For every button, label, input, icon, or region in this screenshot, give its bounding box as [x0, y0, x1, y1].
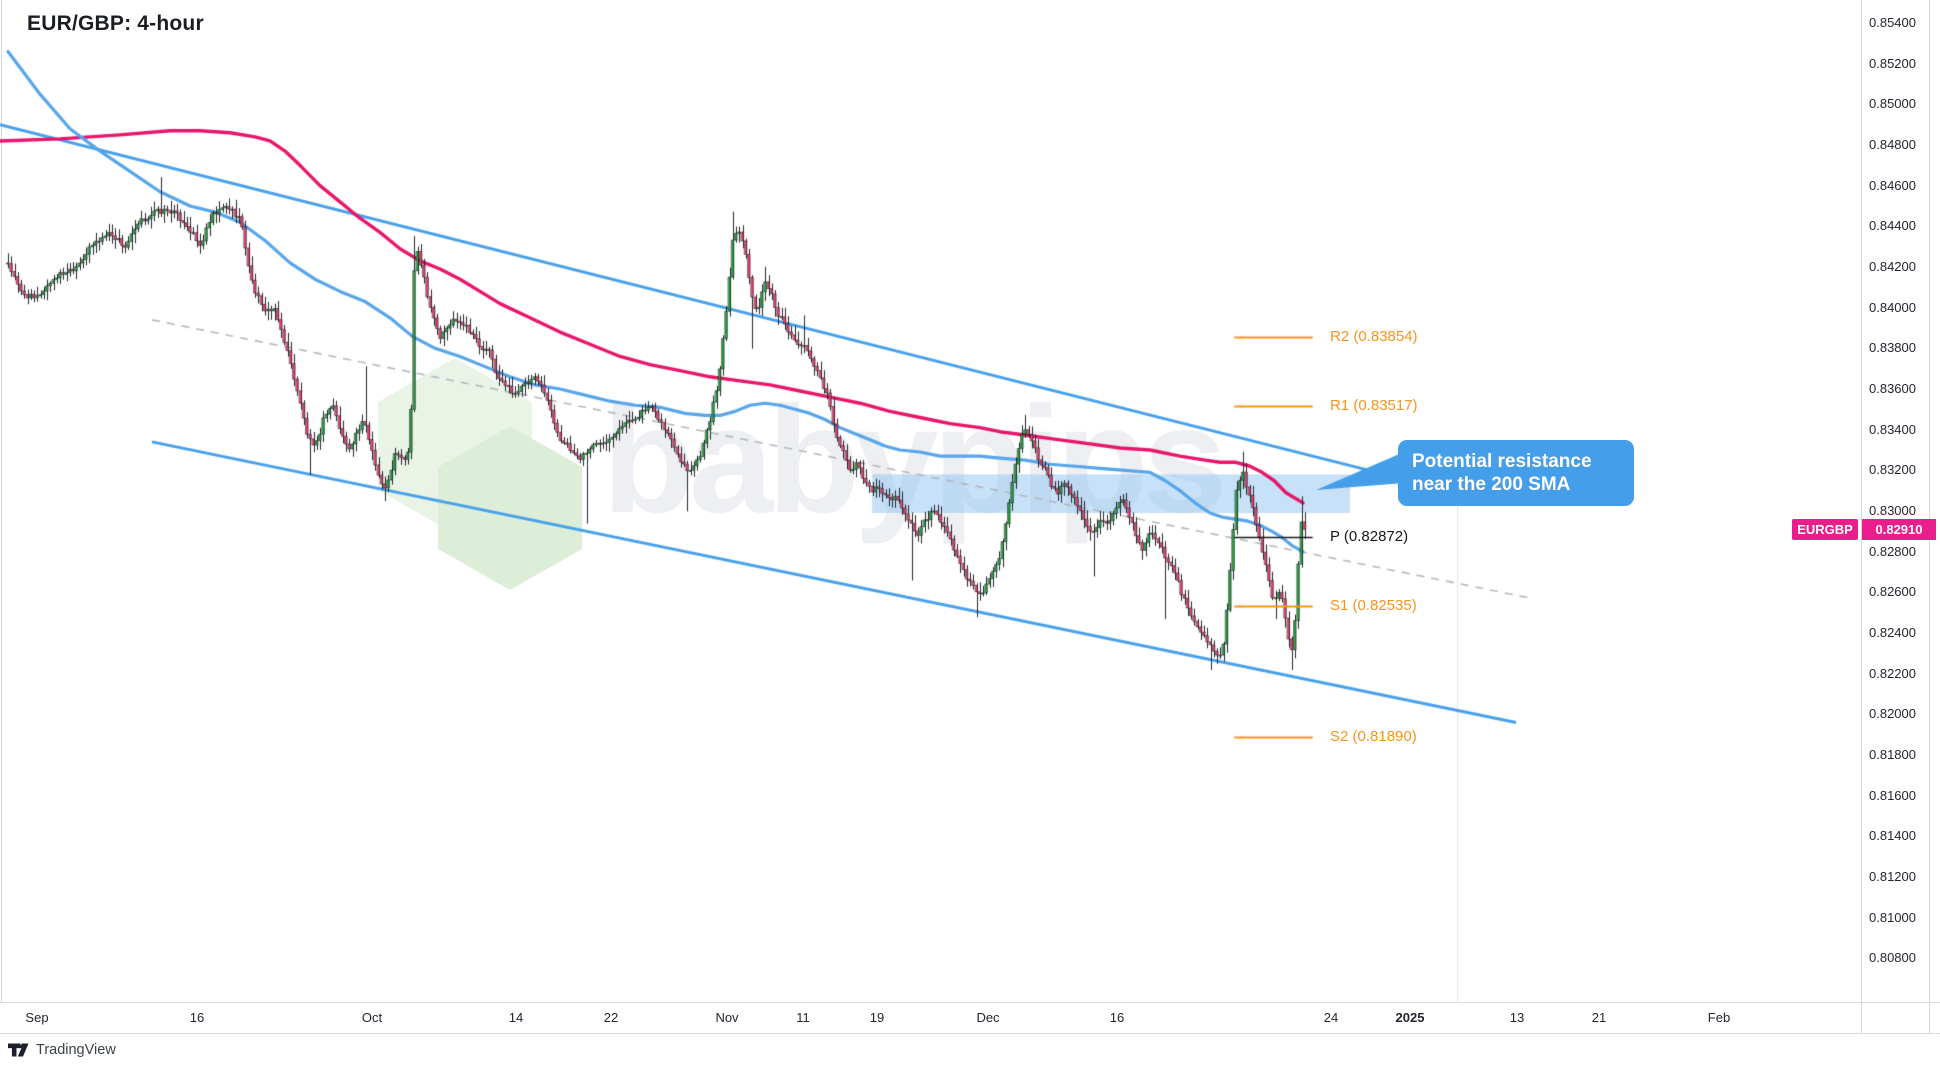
time-axis-label: 11 [796, 1010, 810, 1025]
tradingview-label: TradingView [36, 1042, 116, 1058]
pivot-label-r2[interactable]: R2 (0.83854) [1330, 328, 1418, 346]
time-axis-label: 16 [1109, 1010, 1125, 1025]
pivot-label-p[interactable]: P (0.82872) [1330, 528, 1409, 546]
tradingview-attribution[interactable]: TradingView [8, 1042, 116, 1058]
price-axis-label: 0.81600 [1869, 787, 1916, 803]
callout-line-2: near the 200 SMA [1412, 474, 1571, 495]
price-axis-label: 0.82400 [1869, 624, 1916, 640]
price-axis-label: 0.80800 [1869, 950, 1916, 966]
time-axis-label: 16 [189, 1010, 205, 1025]
time-axis[interactable]: Sep 16 Oct 14 22 Nov 11 19 Dec 16 24 2025 13 21 Feb [0, 1003, 1860, 1033]
price-axis-label: 0.81800 [1869, 746, 1916, 762]
time-axis-label: Nov [715, 1010, 739, 1025]
price-axis-label: 0.82000 [1869, 706, 1916, 722]
chart-title: EUR/GBP: 4-hour [27, 12, 204, 35]
pivot-label-r1[interactable]: R1 (0.83517) [1330, 396, 1418, 414]
time-axis-label: 21 [1591, 1010, 1607, 1025]
price-axis-label: 0.85200 [1869, 55, 1916, 71]
price-axis-label: 0.84400 [1869, 218, 1916, 234]
price-axis-label: 0.83800 [1869, 340, 1916, 356]
pivot-label-s2[interactable]: S2 (0.81890) [1330, 727, 1417, 745]
time-axis-label: 13 [1509, 1010, 1525, 1025]
price-axis-label: 0.83600 [1869, 380, 1916, 396]
price-axis-label: 0.83200 [1869, 462, 1916, 478]
time-axis-label: Feb [1707, 1010, 1731, 1025]
price-axis-label: 0.81000 [1869, 909, 1916, 925]
price-axis-label: 0.82200 [1869, 665, 1916, 681]
price-axis-label: 0.84600 [1869, 177, 1916, 193]
symbol-tag: EURGBP [1792, 519, 1858, 540]
price-axis-label: 0.84200 [1869, 258, 1916, 274]
price-axis-label: 0.84800 [1869, 136, 1916, 152]
pivot-label-s1[interactable]: S1 (0.82535) [1330, 596, 1417, 614]
time-axis-label: 2025 [1395, 1010, 1425, 1025]
last-price-tag: 0.82910 [1862, 519, 1936, 540]
price-axis-label: 0.81200 [1869, 868, 1916, 884]
callout-line-1: Potential resistance [1412, 451, 1592, 472]
time-axis-label: Dec [976, 1010, 1000, 1025]
resistance-callout[interactable]: Potential resistance near the 200 SMA [1398, 440, 1634, 506]
price-axis-label: 0.82800 [1869, 543, 1916, 559]
price-axis-label: 0.82600 [1869, 584, 1916, 600]
price-axis-label: 0.84000 [1869, 299, 1916, 315]
price-axis-label: 0.81400 [1869, 828, 1916, 844]
time-axis-label: 24 [1323, 1010, 1339, 1025]
price-axis[interactable]: 0.85400 0.85200 0.85000 0.84800 0.84600 0.844… [1862, 0, 1940, 1002]
time-axis-label: Sep [25, 1010, 49, 1025]
price-axis-label: 0.85000 [1869, 96, 1916, 112]
time-axis-label: 14 [508, 1010, 524, 1025]
time-axis-label: Oct [361, 1010, 383, 1025]
price-axis-label: 0.83000 [1869, 502, 1916, 518]
price-axis-label: 0.85400 [1869, 15, 1916, 30]
time-axis-label: 22 [603, 1010, 619, 1025]
time-axis-label: 19 [869, 1010, 885, 1025]
price-axis-label: 0.83400 [1869, 421, 1916, 437]
tradingview-logo-icon [8, 1043, 29, 1057]
